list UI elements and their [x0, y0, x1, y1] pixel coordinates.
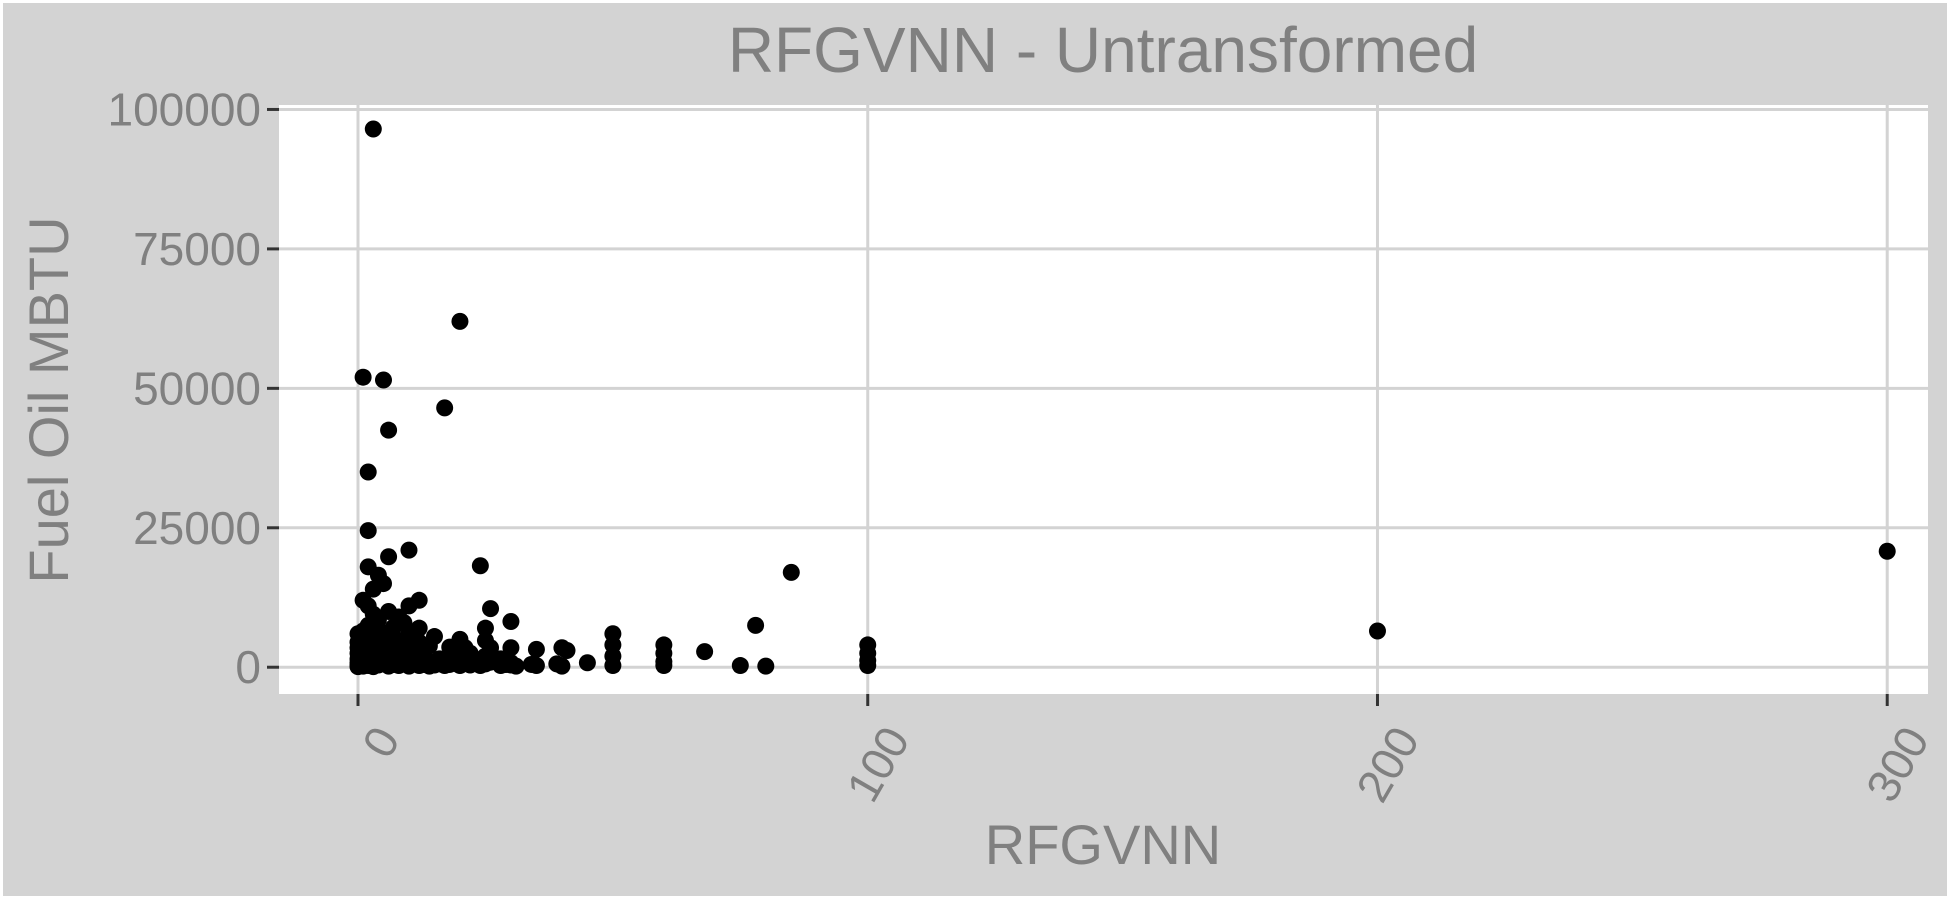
scatter-point [522, 655, 540, 673]
scatter-point [747, 616, 765, 634]
scatter-point [400, 597, 418, 615]
scatter-point [380, 548, 398, 566]
scatter-point [380, 421, 398, 439]
scatter-point [471, 557, 489, 575]
scatter-point [354, 368, 372, 386]
scatter-point [364, 120, 382, 138]
scatter-point [655, 657, 673, 675]
scatter-point [558, 641, 576, 659]
scatter-point [604, 657, 622, 675]
scatter-point [731, 657, 749, 675]
scatter-point [374, 371, 392, 389]
scatter-point [482, 600, 500, 618]
scatter-point [359, 463, 377, 481]
scatter-point [420, 637, 438, 655]
y-tick-label: 0 [235, 641, 261, 693]
scatter-point [782, 563, 800, 581]
scatter-point [696, 643, 714, 661]
scatter-point [400, 541, 418, 559]
scatter-point [502, 612, 520, 630]
scatter-point [859, 657, 877, 675]
scatter-point [527, 640, 545, 658]
scatter-point [1878, 542, 1896, 560]
y-axis-title: Fuel Oil MBTU [17, 216, 80, 583]
plot-panel [279, 105, 1928, 694]
scatter-point [364, 580, 382, 598]
scatter-point [436, 399, 454, 417]
points-layer [349, 120, 1896, 676]
scatter-point [548, 655, 566, 673]
x-axis-title: RFGVNN [985, 813, 1221, 876]
scatter-point [578, 654, 596, 672]
scatter-point [476, 619, 494, 637]
y-tick-label: 50000 [133, 362, 261, 414]
scatter-point [451, 312, 469, 330]
scatter-point [1368, 622, 1386, 640]
scatter-point [507, 657, 525, 675]
y-tick-label: 100000 [108, 83, 262, 135]
y-tick-label: 25000 [133, 502, 261, 554]
y-tick-label: 75000 [133, 223, 261, 275]
scatter-point [757, 657, 775, 675]
scatter-point [359, 522, 377, 540]
chart-title: RFGVNN - Untransformed [728, 14, 1478, 86]
scatter-point [502, 639, 520, 657]
